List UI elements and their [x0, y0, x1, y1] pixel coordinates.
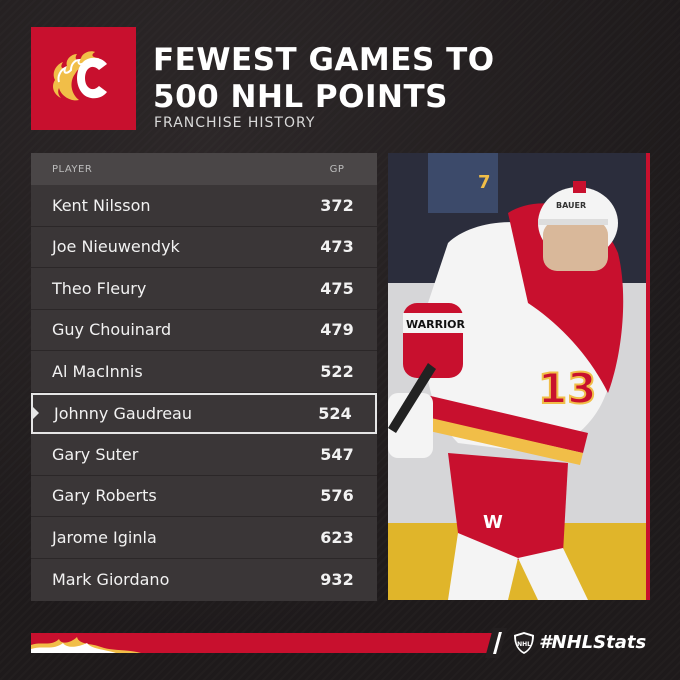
- svg-text:7: 7: [478, 172, 491, 193]
- team-logo: [31, 27, 136, 130]
- subtitle: FRANCHISE HISTORY: [154, 115, 316, 131]
- flame-icon: [31, 637, 141, 653]
- photo-accent-bar: [646, 153, 650, 600]
- table-header: PLAYER GP: [31, 153, 377, 185]
- helmet-brand: BAUER: [556, 201, 586, 210]
- player-name: Kent Nilsson: [52, 195, 151, 215]
- column-header-gp: GP: [329, 163, 345, 175]
- title-line-2: 500 NHL POINTS: [153, 79, 448, 115]
- nhl-shield-icon: NHL: [512, 631, 536, 655]
- player-name: Gary Suter: [52, 444, 139, 464]
- games-played: 547: [320, 444, 354, 464]
- hashtag: #NHLStats: [539, 632, 647, 653]
- games-played: 623: [320, 527, 354, 547]
- player-illustration: 7 13 W BAUER WARRIOR: [388, 153, 646, 600]
- title-line-1: FEWEST GAMES TO: [153, 42, 495, 78]
- player-name: Jarome Iginla: [52, 527, 157, 547]
- table-row: Jarome Iginla 623: [31, 517, 377, 559]
- games-played: 576: [320, 486, 354, 506]
- table-row: Mark Giordano 932: [31, 559, 377, 601]
- column-header-player: PLAYER: [52, 163, 93, 175]
- table-row: Kent Nilsson 372: [31, 185, 377, 227]
- footer-flame-graphic: [31, 633, 141, 653]
- table-row: Joe Nieuwendyk 473: [31, 227, 377, 268]
- jersey-number: 13: [538, 364, 596, 413]
- table-row: Gary Roberts 576: [31, 476, 377, 517]
- table-row: Al MacInnis 522: [31, 351, 377, 393]
- stats-table: PLAYER GP Kent Nilsson 372 Joe Nieuwendy…: [31, 153, 377, 601]
- player-photo: 7 13 W BAUER WARRIOR: [388, 153, 646, 600]
- table-row: Gary Suter 547: [31, 434, 377, 476]
- player-name: Theo Fleury: [52, 278, 147, 298]
- player-name: Guy Chouinard: [52, 320, 172, 340]
- games-played: 524: [318, 403, 352, 423]
- games-played: 479: [320, 320, 354, 340]
- page-title: FEWEST GAMES TO 500 NHL POINTS: [153, 42, 495, 116]
- table-row: Theo Fleury 475: [31, 268, 377, 310]
- player-name: Al MacInnis: [52, 361, 143, 381]
- games-played: 372: [320, 195, 354, 215]
- player-name: Johnny Gaudreau: [54, 403, 192, 423]
- games-played: 522: [320, 361, 354, 381]
- player-name: Gary Roberts: [52, 486, 157, 506]
- table-row: Guy Chouinard 479: [31, 310, 377, 351]
- flaming-c-logo-icon: [52, 50, 107, 100]
- table-row-highlighted: Johnny Gaudreau 524: [31, 392, 377, 434]
- glove-brand: WARRIOR: [406, 318, 466, 331]
- games-played: 475: [320, 278, 354, 298]
- league-logo-text: NHL: [517, 641, 531, 648]
- games-played: 932: [320, 569, 354, 589]
- pants-logo: W: [483, 512, 503, 533]
- games-played: 473: [320, 237, 354, 257]
- footer-bar: [31, 633, 498, 653]
- player-name: Mark Giordano: [52, 569, 170, 589]
- player-name: Joe Nieuwendyk: [52, 237, 180, 257]
